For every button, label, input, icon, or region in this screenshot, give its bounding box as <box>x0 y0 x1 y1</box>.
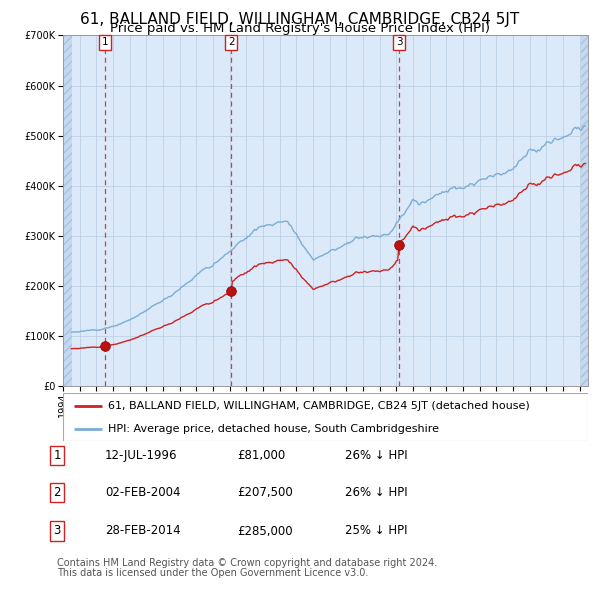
Text: 25% ↓ HPI: 25% ↓ HPI <box>345 525 407 537</box>
Text: 2: 2 <box>228 37 235 47</box>
Text: 02-FEB-2004: 02-FEB-2004 <box>105 486 181 499</box>
Text: 2: 2 <box>53 486 61 499</box>
Text: 26% ↓ HPI: 26% ↓ HPI <box>345 486 407 499</box>
Text: £207,500: £207,500 <box>237 486 293 499</box>
Text: HPI: Average price, detached house, South Cambridgeshire: HPI: Average price, detached house, Sout… <box>107 424 439 434</box>
Text: £285,000: £285,000 <box>237 525 293 537</box>
Bar <box>581 35 589 386</box>
Text: 61, BALLAND FIELD, WILLINGHAM, CAMBRIDGE, CB24 5JT: 61, BALLAND FIELD, WILLINGHAM, CAMBRIDGE… <box>80 12 520 27</box>
Text: 61, BALLAND FIELD, WILLINGHAM, CAMBRIDGE, CB24 5JT (detached house): 61, BALLAND FIELD, WILLINGHAM, CAMBRIDGE… <box>107 401 529 411</box>
Text: Price paid vs. HM Land Registry's House Price Index (HPI): Price paid vs. HM Land Registry's House … <box>110 22 490 35</box>
Text: 26% ↓ HPI: 26% ↓ HPI <box>345 449 407 462</box>
Text: 3: 3 <box>395 37 403 47</box>
Text: 28-FEB-2014: 28-FEB-2014 <box>105 525 181 537</box>
Text: Contains HM Land Registry data © Crown copyright and database right 2024.: Contains HM Land Registry data © Crown c… <box>57 558 437 568</box>
Text: £81,000: £81,000 <box>237 449 285 462</box>
Text: 3: 3 <box>53 525 61 537</box>
Text: This data is licensed under the Open Government Licence v3.0.: This data is licensed under the Open Gov… <box>57 568 368 578</box>
Text: 1: 1 <box>102 37 109 47</box>
FancyBboxPatch shape <box>63 393 588 441</box>
Bar <box>63 35 72 386</box>
Text: 12-JUL-1996: 12-JUL-1996 <box>105 449 178 462</box>
Text: 1: 1 <box>53 449 61 462</box>
